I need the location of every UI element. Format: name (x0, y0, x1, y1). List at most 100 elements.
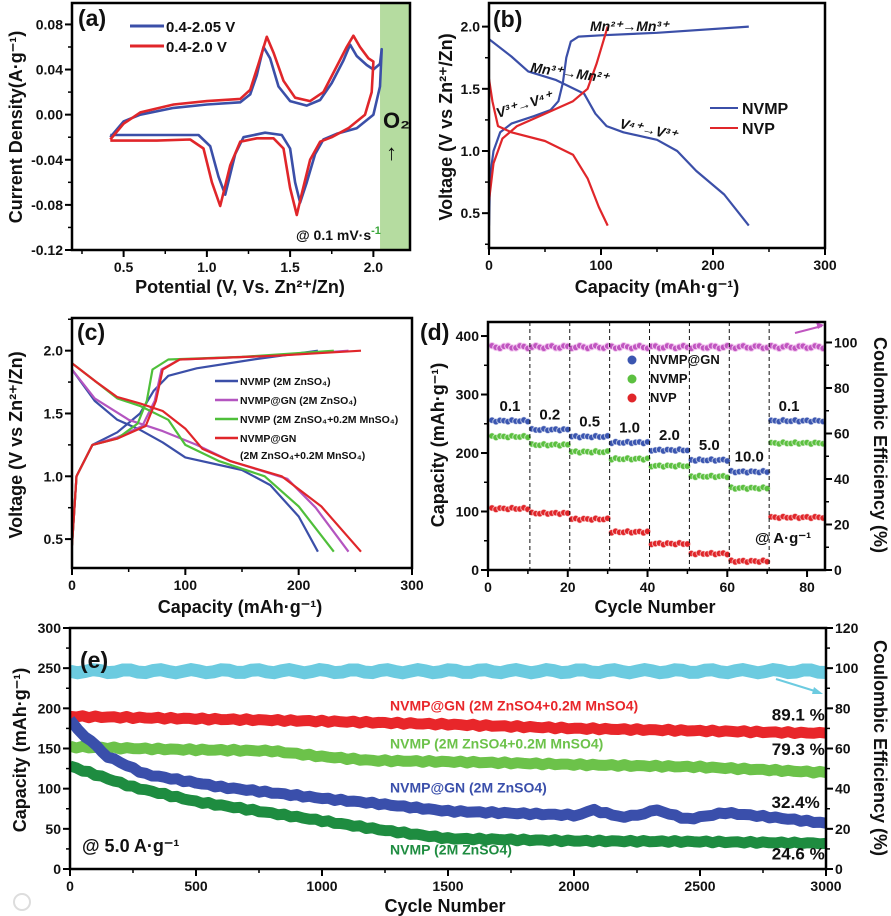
retention-label: 32.4% (771, 793, 819, 812)
legend-label: NVMP@GN (650, 352, 720, 367)
y-tick-label: 400 (456, 328, 480, 344)
y-tick-label: 0 (471, 562, 479, 578)
y-axis-title: Capacity (mAh·g⁻¹) (10, 668, 30, 833)
legend-marker (627, 374, 637, 384)
x-tick-label: 0.5 (114, 259, 134, 275)
legend-marker (627, 393, 637, 403)
y2-tick-label: 40 (834, 471, 850, 487)
y-tick-label: 300 (38, 620, 62, 636)
plot-area (489, 25, 750, 227)
x-tick-label: 0 (485, 257, 493, 273)
plot-frame (486, 320, 827, 572)
x-tick-label: 2500 (684, 878, 715, 894)
ce-arrow-head-icon (816, 322, 824, 329)
x-tick-label: 200 (287, 577, 311, 593)
y-tick-label: 250 (38, 660, 62, 676)
x-tick-label: 3000 (810, 878, 841, 894)
panel-c: 0 100 200 300 0.5 1.0 1.5 2.0 Capacity (mAh·g⁻¹)… (6, 316, 424, 617)
x-tick-label: 1500 (432, 878, 463, 894)
y-tick-label: 200 (38, 700, 62, 716)
y-tick-label: 1.0 (461, 143, 481, 159)
y-tick-label: 0.04 (36, 62, 63, 78)
panel-label: (e) (80, 647, 108, 673)
capacity-band (70, 740, 826, 779)
legend-label: NVMP@GN (2M ZnSO₄) (240, 395, 357, 407)
x-tick-label: 200 (701, 257, 725, 273)
legend-label: NVMP (2M ZnSO₄+0.2M MnSO₄) (240, 414, 398, 426)
ce-band (70, 662, 826, 680)
x-tick-label: 100 (174, 577, 198, 593)
up-arrow-icon: ↑ (386, 140, 397, 165)
x-tick-label: 2.0 (364, 259, 384, 275)
plot-area (72, 349, 362, 553)
plot-frame (68, 626, 828, 871)
capacity-band (70, 760, 826, 850)
y2-tick-label: 40 (835, 781, 851, 797)
plot-area (109, 3, 410, 250)
axes: 0 100 200 300 0.5 1.0 1.5 2.0 Capacity (mAh·g⁻¹)… (6, 318, 424, 617)
scan-rate-sup: -1 (371, 225, 381, 237)
ce-arrow-icon (775, 678, 819, 693)
x-tick-label: 1000 (306, 878, 337, 894)
ce-arrow-head-icon (812, 687, 823, 694)
legend-marker (627, 355, 637, 365)
plot-area (70, 662, 826, 850)
axes: 0 20 40 60 80 0 100 200 300 400 0 20 40 60 80 100 Coulom… (428, 328, 890, 617)
y-tick-label: -0.04 (31, 152, 63, 168)
panel-label: (d) (420, 319, 449, 345)
y-tick-label: 2.0 (461, 19, 481, 35)
panel-label: (b) (493, 6, 522, 32)
legend-label-line2: (2M ZnSO₄+0.2M MnSO₄) (240, 450, 365, 462)
retention-label: 79.3 % (772, 740, 825, 759)
legend-label: 0.4-2.0 V (166, 39, 227, 56)
y-tick-label: 0.5 (44, 531, 64, 547)
y-tick-label: 100 (456, 504, 480, 520)
charge-curve (489, 26, 609, 201)
y-tick-label: 200 (456, 445, 480, 461)
x-tick-label: 1.5 (280, 259, 300, 275)
cv-curve (109, 34, 375, 217)
redox-annotation: Mn²⁺→Mn³⁺ (590, 18, 670, 34)
x-tick-label: 100 (589, 257, 613, 273)
redox-annotation: Mn³⁺→Mn²⁺ (530, 59, 612, 86)
legend-label: NVMP (650, 371, 688, 386)
series-label: NVMP (2M ZnSO4+0.2M MnSO4) (390, 736, 603, 752)
y-tick-label: 1.0 (44, 468, 64, 484)
plot-frame (487, 1, 827, 250)
axes: 0 100 200 300 0.5 1.0 1.5 2.0 Capacity (mAh·g⁻¹)… (436, 19, 837, 297)
legend-label: NVMP@GN (240, 433, 296, 445)
discharge-curve (72, 368, 319, 553)
series-label: NVMP@GN (2M ZnSO4+0.2M MnSO4) (390, 698, 638, 714)
rate-label: @ 5.0 A·g⁻¹ (82, 836, 179, 856)
y-tick-label: 0.00 (36, 107, 63, 123)
plot-frame (70, 1, 412, 252)
x-axis-title: Capacity (mAh·g⁻¹) (575, 277, 740, 297)
plot-area (488, 322, 825, 570)
redox-annotation: V³⁺→V⁴⁺ (494, 87, 556, 121)
y2-tick-label: 60 (835, 741, 851, 757)
charge-curve (489, 25, 749, 226)
panel-label: (c) (77, 319, 105, 345)
x-axis-title: Cycle Number (594, 597, 715, 617)
x-tick-label: 0 (68, 577, 76, 593)
x-tick-label: 80 (799, 579, 815, 595)
panel-a: 0.5 1.0 1.5 2.0 -0.12 -0.08 -0.04 0.00 0.04 0.08 P… (6, 1, 412, 297)
y2-tick-label: 100 (834, 334, 858, 350)
series-label: NVMP (2M ZnSO4) (390, 842, 512, 858)
x-tick-label: 2000 (558, 878, 589, 894)
capacity-band (70, 716, 826, 829)
axes: 0.5 1.0 1.5 2.0 -0.12 -0.08 -0.04 0.00 0.04 0.08 P… (6, 16, 383, 297)
o2-label: O₂ (383, 108, 410, 133)
scan-rate-label: @ 0.1 mV·s-1 (296, 225, 381, 243)
legend-label: NVMP (2M ZnSO₄) (240, 376, 331, 388)
x-tick-label: 500 (184, 878, 208, 894)
x-axis-title: Potential (V, Vs. Zn²⁺/Zn) (135, 277, 345, 297)
x-tick-label: 20 (560, 579, 576, 595)
legend-label: NVP (650, 390, 677, 405)
cv-curve (109, 43, 384, 204)
y2-tick-label: 0 (834, 562, 842, 578)
x-tick-label: 0 (66, 878, 74, 894)
capacity-band (70, 710, 826, 739)
y-axis-title: Voltage (V vs Zn²⁺/Zn) (436, 33, 456, 220)
y-tick-label: 100 (38, 781, 62, 797)
